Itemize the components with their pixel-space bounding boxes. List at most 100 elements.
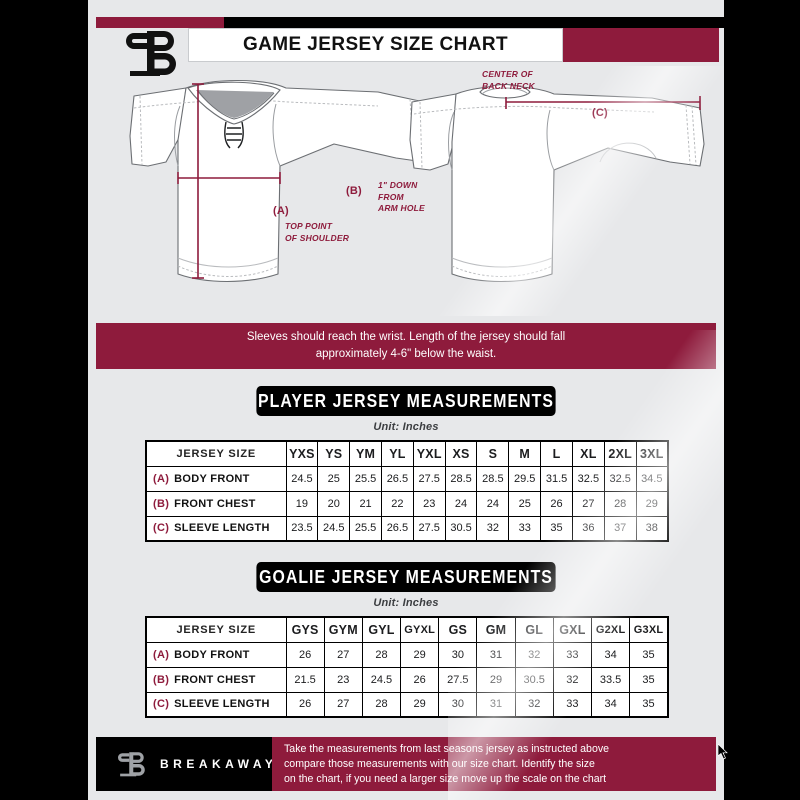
measurement-cell: 31 — [476, 691, 516, 718]
measurement-label: (A) BODY FRONT — [145, 465, 287, 492]
measurement-label: (B) FRONT CHEST — [145, 490, 287, 517]
size-column-header: S — [476, 440, 510, 467]
measurement-cell: 29 — [400, 691, 440, 718]
measurement-cell: 26 — [400, 666, 440, 693]
size-column-header: M — [508, 440, 542, 467]
measurement-cell: 33 — [552, 641, 593, 668]
goalie-unit-label: Unit: Inches — [373, 597, 439, 609]
size-column-header: YS — [317, 440, 351, 467]
measurement-cell: 30.5 — [514, 666, 554, 693]
footer-line1: Take the measurements from last seasons … — [284, 742, 610, 755]
jersey-illustration-area: (B) 1" DOWN FROM ARM HOLE (A) TOP POINT … — [88, 66, 724, 316]
measurement-cell: 33.5 — [590, 666, 631, 693]
footer-brand-name: BREAKAWAY — [160, 757, 278, 771]
measurement-cell: 35 — [629, 641, 669, 668]
size-column-header: YXS — [285, 440, 319, 467]
table-row: (B) FRONT CHEST 19 20 21 22 23 24 24 25 26 27 28 29 — [145, 490, 669, 517]
header-maroon-right-block — [563, 28, 719, 62]
page-title: GAME JERSEY SIZE CHART — [243, 34, 508, 55]
size-column-header: 2XL — [603, 440, 637, 467]
measurement-cell: 28 — [361, 691, 402, 718]
measurement-cell: 29 — [635, 490, 669, 517]
measurement-cell: 28.5 — [444, 465, 478, 492]
page-header: GAME JERSEY SIZE CHART — [88, 17, 724, 76]
measurement-cell: 19 — [285, 490, 319, 517]
goalie-section-banner: GOALIE JERSEY MEASUREMENTS — [256, 562, 556, 592]
measurement-label: (A) BODY FRONT — [145, 641, 287, 668]
size-column-header: GM — [476, 616, 516, 643]
measurement-cell: 29.5 — [508, 465, 542, 492]
breakaway-b-logo-icon — [118, 747, 148, 781]
measurement-cell: 27 — [323, 641, 363, 668]
player-section-banner: PLAYER JERSEY MEASUREMENTS — [256, 386, 556, 416]
size-column-header: GYM — [323, 616, 363, 643]
table-row: (A) BODY FRONT 26 27 28 29 30 31 32 33 34 35 — [145, 641, 669, 668]
measurement-cell: 38 — [635, 515, 669, 542]
measurement-cell: 32 — [476, 515, 510, 542]
measurement-label: (B) FRONT CHEST — [145, 666, 287, 693]
measurement-cell: 20 — [317, 490, 351, 517]
measurement-cell: 36 — [571, 515, 605, 542]
header-black-bar — [224, 17, 724, 28]
back-jersey-diagram — [409, 83, 705, 282]
size-column-header: YM — [349, 440, 382, 467]
measurement-cell: 25 — [508, 490, 542, 517]
jersey-size-header: JERSEY SIZE — [145, 616, 287, 643]
measurement-cell: 25.5 — [349, 515, 382, 542]
measurement-label: (C) SLEEVE LENGTH — [145, 515, 287, 542]
footer-brand-block: BREAKAWAY — [96, 737, 273, 791]
table-header-row: JERSEY SIZE YXS YS YM YL YXL XS S M L XL 2XL 3XL — [145, 440, 669, 467]
footer-line2: compare those measurements with our size… — [284, 757, 595, 770]
measurement-cell: 26 — [285, 641, 325, 668]
mouse-cursor — [718, 744, 728, 760]
measurement-cell: 34.5 — [635, 465, 669, 492]
table-row: (C) SLEEVE LENGTH 23.5 24.5 25.5 26.5 27.5 30.5… — [145, 515, 669, 542]
measurement-cell: 26.5 — [380, 465, 414, 492]
measurement-cell: 35 — [629, 691, 669, 718]
table-row: (B) FRONT CHEST 21.5 23 24.5 26 27.5 29 30.5 32 33… — [145, 666, 669, 693]
size-column-header: YL — [380, 440, 414, 467]
measurement-cell: 23.5 — [285, 515, 319, 542]
measurement-cell: 34 — [590, 691, 631, 718]
measurement-cell: 28.5 — [476, 465, 510, 492]
measurement-cell: 26 — [285, 691, 325, 718]
size-column-header: GYL — [361, 616, 402, 643]
player-unit-label: Unit: Inches — [373, 421, 439, 433]
measurement-cell: 25 — [317, 465, 351, 492]
measurement-cell: 24 — [476, 490, 510, 517]
measurement-cell: 21.5 — [285, 666, 325, 693]
fit-note-line1: Sleeves should reach the wrist. Length o… — [246, 331, 566, 343]
size-column-header: GXL — [552, 616, 593, 643]
size-column-header: XS — [444, 440, 478, 467]
jersey-size-header: JERSEY SIZE — [145, 440, 287, 467]
measurement-cell: 32.5 — [603, 465, 637, 492]
measurement-cell: 27 — [323, 691, 363, 718]
measurement-cell: 29 — [476, 666, 516, 693]
measurement-tag: (C) — [153, 522, 170, 535]
measurement-cell: 29 — [400, 641, 440, 668]
front-jersey-diagram — [129, 80, 429, 282]
size-column-header: YXL — [412, 440, 446, 467]
measurement-cell: 31.5 — [540, 465, 573, 492]
measurement-cell: 23 — [323, 666, 363, 693]
size-column-header: L — [540, 440, 573, 467]
size-column-header: 3XL — [635, 440, 669, 467]
measurement-cell: 32 — [514, 641, 554, 668]
measurement-cell: 24.5 — [285, 465, 319, 492]
measurement-cell: 33 — [552, 691, 593, 718]
annotation-c-text: CENTER OF BACK NECK — [482, 69, 535, 91]
measurement-tag: (A) — [153, 648, 170, 661]
annotation-b-letter: (B) — [346, 185, 362, 197]
measurement-cell: 33 — [508, 515, 542, 542]
measurement-cell: 21 — [349, 490, 382, 517]
measurement-cell: 22 — [380, 490, 414, 517]
measurement-cell: 30 — [438, 641, 478, 668]
measurement-cell: 30 — [438, 691, 478, 718]
measurement-cell: 27.5 — [412, 515, 446, 542]
fit-note-banner: Sleeves should reach the wrist. Length o… — [96, 323, 716, 369]
measurement-tag: (B) — [153, 673, 170, 686]
table-row: (C) SLEEVE LENGTH 26 27 28 29 30 31 32 33 34 35 — [145, 691, 669, 718]
annotation-c-letter: (C) — [592, 107, 608, 119]
measurement-cell: 31 — [476, 641, 516, 668]
table-row: (A) BODY FRONT 24.5 25 25.5 26.5 27.5 28.5 28.5 2… — [145, 465, 669, 492]
